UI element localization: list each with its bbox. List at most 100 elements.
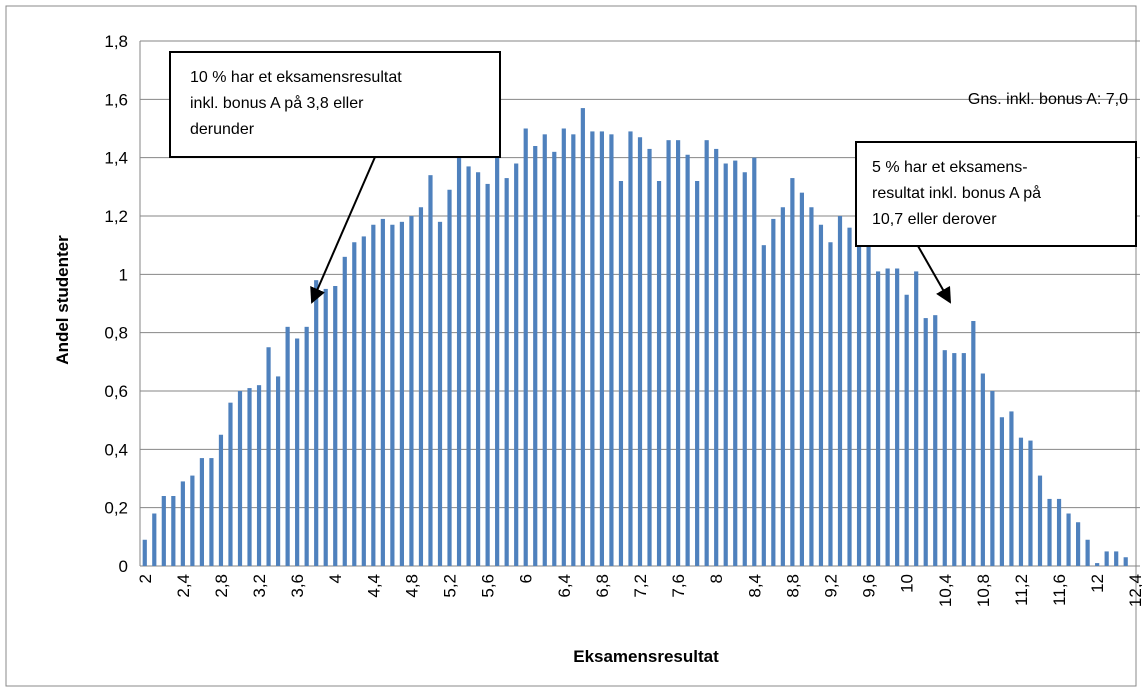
x-tick-label: 6,8 [593,574,612,598]
bar [742,172,747,566]
x-tick-label: 2,4 [174,574,193,598]
bar [780,207,785,566]
y-tick-label: 1,8 [104,32,128,51]
bar [1095,563,1100,566]
bar [856,242,862,566]
bar [552,151,557,567]
bar [599,131,604,566]
bar [647,148,652,566]
bar [971,321,976,566]
bar [495,157,500,566]
x-tick-label: 4,8 [402,574,421,598]
bar [723,163,728,566]
x-tick-label: 3,2 [250,574,269,598]
bar [818,224,824,566]
bar [676,140,681,566]
bar [352,242,357,566]
y-tick-label: 0 [119,557,128,576]
x-tick-label: 6 [517,574,536,583]
bar [1114,551,1119,566]
bar [295,338,300,566]
bar [685,154,690,566]
annotation-text: 10,7 eller derover [872,211,997,228]
y-axis-label: Andel studenter [53,235,72,365]
bar [456,157,462,566]
x-tick-label: 5,6 [479,574,498,598]
bar [771,218,776,566]
bar [266,347,271,566]
bar [504,178,509,567]
bar [314,280,319,566]
annotation-arrow [310,156,376,304]
bar [752,157,757,566]
bar [933,315,938,566]
bar [237,391,243,566]
bar [256,385,262,566]
bar [466,166,471,566]
bar [276,376,281,566]
bar [561,128,566,566]
x-tick-label: 2,8 [212,574,231,598]
x-tick-label: 11,6 [1050,574,1069,606]
annotation-text: inkl. bonus A på 3,8 eller [190,94,364,112]
annotation-text: 5 % har et eksamens- [872,159,1028,176]
y-tick-label: 1,6 [104,90,128,109]
bar [390,224,395,566]
bar [790,178,795,567]
bar [695,181,700,566]
bar [876,271,881,566]
bar [542,134,547,567]
y-tick-label: 0,6 [104,382,128,401]
bar [371,224,376,566]
bar [380,218,385,566]
x-tick-label: 5,2 [441,574,460,598]
bar [733,160,738,567]
bar [1056,498,1062,566]
bar [809,207,814,566]
bar [142,539,147,566]
bar [704,140,709,566]
bar [837,216,843,566]
x-tick-label: 9,6 [860,574,879,598]
bar [333,286,338,566]
bar [437,221,443,567]
x-tick-label: 8 [707,574,726,583]
bar [609,134,614,567]
bar [152,513,157,566]
bar [1018,437,1024,566]
bar [1009,411,1014,566]
bar [418,207,424,566]
x-tick-label: 3,6 [288,574,307,598]
bar [485,183,490,566]
bar [323,288,328,566]
y-tick-label: 1,4 [104,149,128,168]
x-axis-label: Eksamensresultat [573,647,719,666]
bar [180,481,185,566]
bar [580,108,585,566]
x-tick-label: 8,8 [783,574,802,598]
bar [361,236,366,566]
x-tick-label: 12 [1088,574,1107,593]
x-tick-label: 12,4 [1126,574,1142,607]
annotation-box [855,141,1137,247]
bar [895,268,900,566]
y-tick-label: 0,4 [104,440,128,459]
bar [761,245,766,566]
bar [1037,475,1043,566]
x-tick-label: 7,2 [631,574,650,598]
bar [885,268,890,566]
bar [304,326,309,566]
bar [571,134,576,567]
bar [342,256,347,566]
x-tick-label: 4 [326,574,345,583]
bar [590,131,595,566]
bar [1047,498,1052,566]
bar [904,294,909,566]
annotation-box [169,51,501,158]
bar [990,391,995,566]
bar [828,242,833,566]
x-tick-label: 10,4 [936,574,955,607]
bar [980,373,985,566]
bar [923,318,928,566]
